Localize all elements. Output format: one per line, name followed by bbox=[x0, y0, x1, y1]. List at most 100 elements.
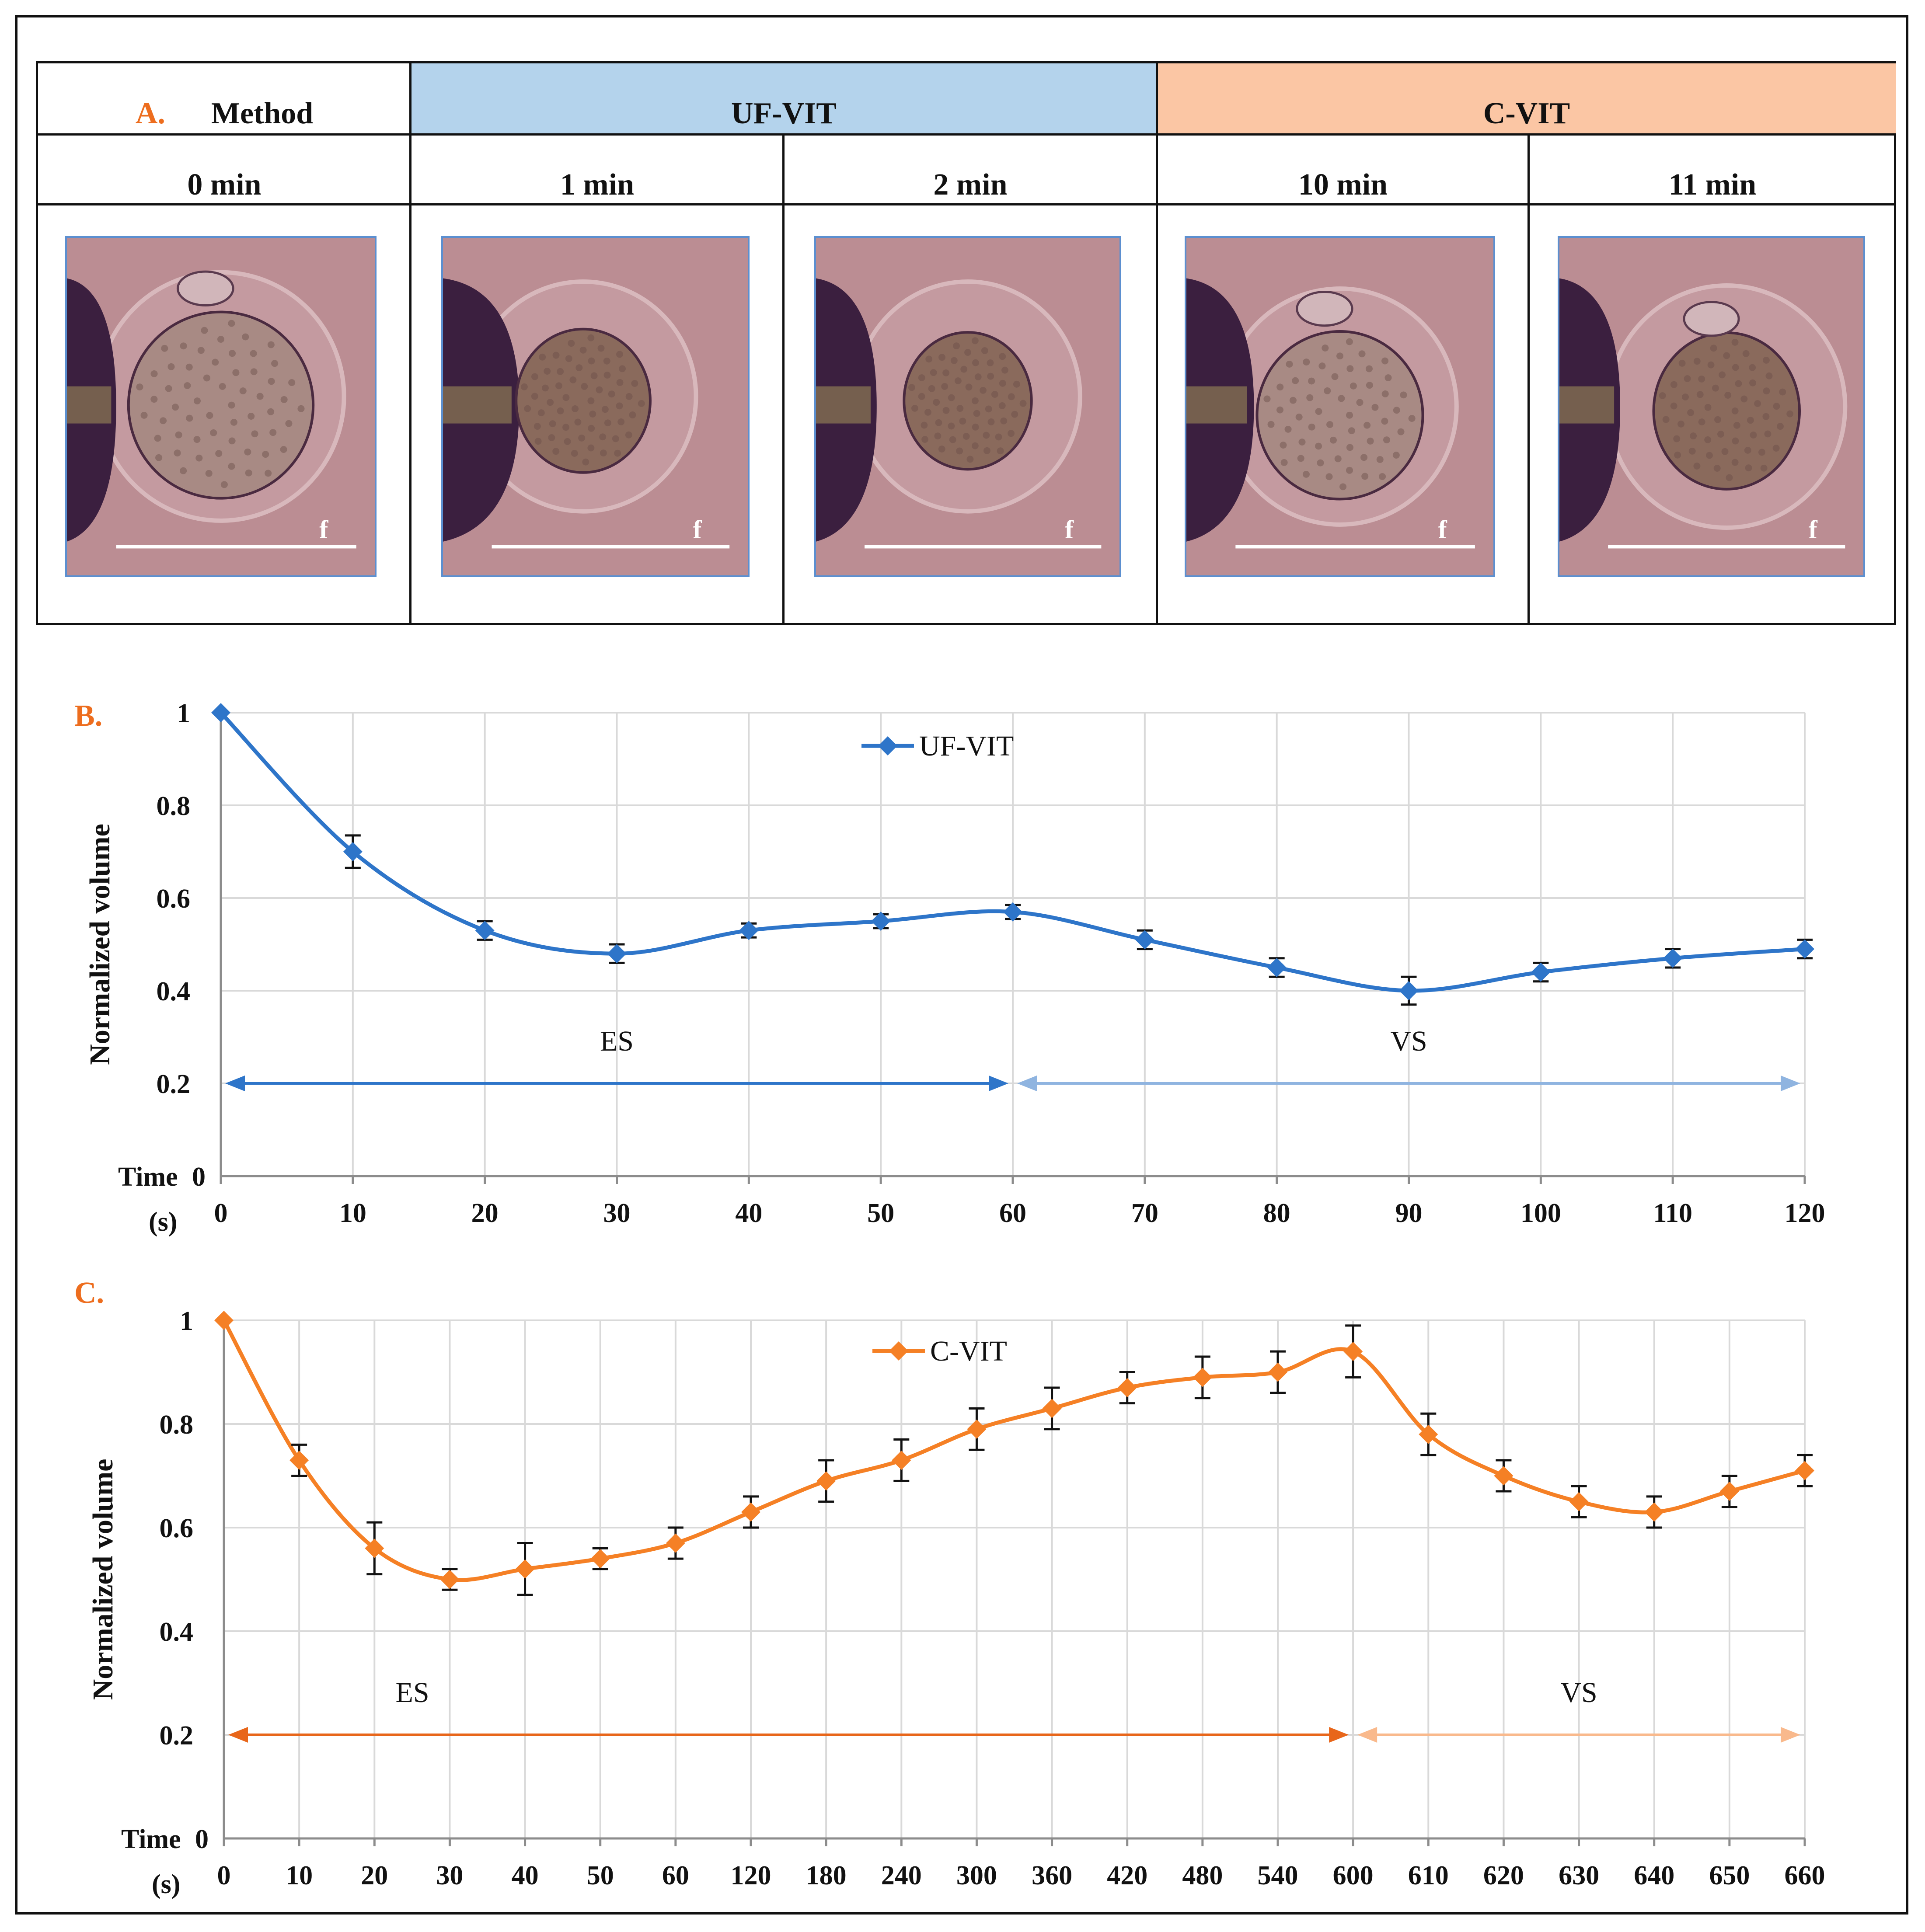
cytoplasm-granule bbox=[1381, 357, 1389, 365]
x-tick-label: 110 bbox=[1653, 1198, 1692, 1228]
cytoplasm-granule bbox=[1714, 416, 1721, 423]
cytoplasm-granule bbox=[184, 382, 191, 389]
cytoplasm-granule bbox=[568, 340, 575, 347]
cytoplasm-granule bbox=[244, 448, 251, 456]
cytoplasm-granule bbox=[587, 397, 595, 404]
cytoplasm-granule bbox=[250, 350, 257, 357]
data-point-marker bbox=[1494, 1466, 1513, 1486]
chart-b-uf-vit: B. 0.2 0.4 0.6 0.8 1 Time 0 (s) 0 10 20 30 40 50 60 70 80… bbox=[74, 699, 1825, 1237]
cytoplasm-granule bbox=[625, 393, 633, 400]
cytoplasm-granule bbox=[942, 407, 950, 414]
y-tick-label: 0.6 bbox=[160, 1514, 194, 1543]
cytoplasm-granule bbox=[1339, 483, 1347, 491]
cytoplasm-granule bbox=[548, 434, 555, 441]
cytoplasm-granule bbox=[1289, 397, 1297, 404]
cytoplasm-granule bbox=[1687, 409, 1695, 416]
data-point-marker bbox=[741, 1502, 760, 1522]
cytoplasm-granule bbox=[557, 368, 564, 375]
cytoplasm-granule bbox=[1303, 359, 1310, 366]
oocyte-cell bbox=[903, 331, 1033, 471]
cytoplasm-granule bbox=[228, 437, 236, 445]
data-point-marker bbox=[1042, 1399, 1062, 1418]
cytoplasm-granule bbox=[1384, 374, 1392, 381]
legend-marker bbox=[878, 736, 897, 755]
y-tick-label: 0.4 bbox=[157, 977, 191, 1006]
cytoplasm-granule bbox=[1381, 390, 1389, 397]
cytoplasm-granule bbox=[1673, 435, 1681, 442]
cytoplasm-granule bbox=[534, 423, 541, 430]
cytoplasm-granule bbox=[966, 456, 974, 463]
panel-a-table: UF-VIT C-VIT A. Method 0 min 1 min 2 min… bbox=[36, 61, 1896, 625]
cytoplasm-granule bbox=[956, 447, 963, 455]
stage-arrowhead-right bbox=[1781, 1727, 1800, 1743]
cytoplasm-granule bbox=[600, 449, 607, 457]
x-axis-title-line2: (s) bbox=[152, 1869, 180, 1899]
cytoplasm-granule bbox=[972, 423, 979, 431]
cytoplasm-granule bbox=[1292, 377, 1299, 384]
cytoplasm-granule bbox=[185, 363, 193, 371]
cytoplasm-granule bbox=[547, 399, 554, 406]
cytoplasm-granule bbox=[215, 450, 223, 457]
cytoplasm-granule bbox=[1371, 404, 1379, 411]
cytoplasm-granule bbox=[1366, 382, 1373, 389]
cytoplasm-granule bbox=[1684, 375, 1691, 382]
cytoplasm-granule bbox=[965, 383, 973, 391]
cytoplasm-granule bbox=[587, 444, 595, 452]
cytoplasm-granule bbox=[578, 434, 586, 442]
data-point-marker bbox=[211, 703, 230, 722]
micrograph-svg: f bbox=[816, 238, 1119, 575]
oocyte-cell bbox=[127, 310, 315, 500]
cytoplasm-granule bbox=[165, 385, 172, 392]
chart-c-c-vit: C. 0.2 0.4 0.6 0.8 1 Time 0 (s) 0 10 20 30 40 50 60 120 1… bbox=[74, 1276, 1825, 1899]
cytoplasm-granule bbox=[1765, 372, 1773, 379]
data-point-marker bbox=[440, 1570, 460, 1589]
cytoplasm-granule bbox=[1348, 427, 1355, 435]
legend-marker bbox=[889, 1341, 908, 1361]
time-label-2: 2 min bbox=[933, 167, 1008, 202]
cytoplasm-granule bbox=[267, 341, 275, 348]
data-point-marker bbox=[666, 1533, 685, 1553]
oocyte-cell bbox=[515, 327, 652, 474]
x-tick-label: 30 bbox=[603, 1198, 631, 1228]
x-tick-label: 650 bbox=[1709, 1861, 1750, 1890]
x-tick-label: 10 bbox=[339, 1198, 366, 1228]
cytoplasm-granule bbox=[1308, 423, 1315, 431]
cytoplasm-granule bbox=[625, 431, 632, 439]
cytoplasm-granule bbox=[280, 446, 287, 453]
cytoplasm-granule bbox=[210, 429, 217, 436]
cytoplasm-granule bbox=[597, 345, 605, 352]
cytoplasm-granule bbox=[1393, 407, 1400, 414]
data-point-marker bbox=[214, 1311, 234, 1330]
cytoplasm-granule bbox=[197, 347, 205, 354]
cytoplasm-granule bbox=[589, 411, 596, 418]
y-tick-label: 0.2 bbox=[157, 1069, 191, 1099]
y-tick-label: 0 bbox=[195, 1824, 209, 1854]
cytoplasm-granule bbox=[918, 374, 925, 381]
cytoplasm-granule bbox=[604, 419, 611, 427]
y-axis-title: Normalized volume bbox=[84, 824, 116, 1065]
x-tick-label: 90 bbox=[1395, 1198, 1423, 1228]
cytoplasm-granule bbox=[935, 419, 942, 426]
data-point-marker bbox=[1268, 1362, 1287, 1382]
data-point-marker bbox=[739, 921, 759, 940]
cytoplasm-granule bbox=[1677, 420, 1684, 428]
y-tick-label: 0.8 bbox=[157, 791, 191, 821]
data-point-marker bbox=[1003, 902, 1022, 922]
series-line bbox=[222, 1319, 1806, 1582]
oocyte-cell bbox=[1255, 330, 1424, 501]
data-point-marker bbox=[1267, 958, 1287, 977]
cytoplasm-granule bbox=[983, 447, 990, 454]
cytoplasm-granule bbox=[1717, 431, 1724, 438]
cytoplasm-granule bbox=[953, 342, 960, 350]
time-label-3: 10 min bbox=[1298, 167, 1388, 202]
cytoplasm-granule bbox=[1721, 448, 1729, 455]
data-point-marker bbox=[1531, 962, 1551, 982]
cytoplasm-granule bbox=[1682, 393, 1689, 400]
legend-label: UF-VIT bbox=[919, 730, 1014, 762]
data-point-marker bbox=[1117, 1378, 1137, 1398]
x-tick-label: 540 bbox=[1258, 1861, 1298, 1890]
cytoplasm-granule bbox=[242, 333, 249, 341]
pipette-lumen bbox=[1186, 386, 1247, 424]
cytoplasm-granule bbox=[1276, 383, 1284, 391]
cytoplasm-granule bbox=[171, 404, 179, 411]
